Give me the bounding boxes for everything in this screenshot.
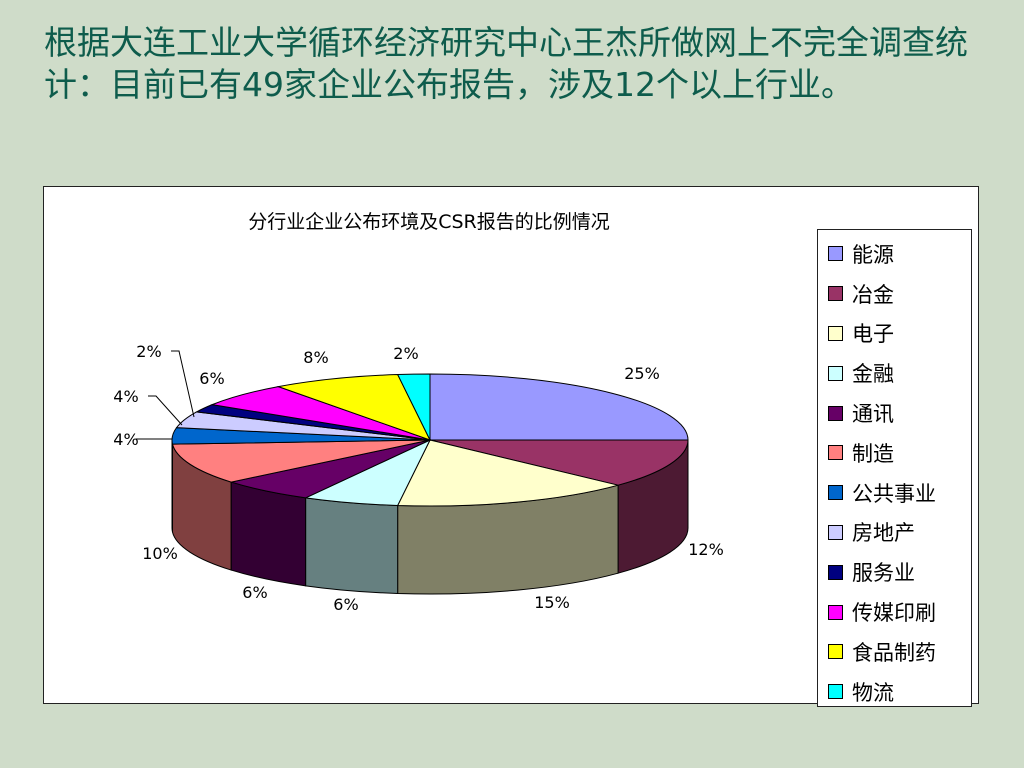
pie-slice-食品制药 bbox=[276, 374, 431, 441]
slide-heading: 根据大连工业大学循环经济研究中心王杰所做网上不完全调查统计：目前已有49家企业公… bbox=[44, 23, 968, 104]
legend-swatch bbox=[828, 325, 843, 341]
legend-swatch bbox=[828, 524, 843, 540]
pie-chart: 25% 12% 15% 6% 6% 10% 4% 4% 2% 6% 8% 2% bbox=[113, 342, 724, 614]
data-label-制造: 10% bbox=[142, 544, 178, 563]
chart-panel: 分行业企业公布环境及CSR报告的比例情况 25% 12% 15% 6% 6% 10% 4% 4… bbox=[43, 186, 979, 707]
pie-slice-物流 bbox=[396, 373, 431, 441]
legend-item: 服务业 bbox=[828, 552, 971, 592]
legend-swatch bbox=[828, 445, 843, 461]
data-label-通讯: 6% bbox=[242, 583, 267, 602]
data-label-食品制药: 8% bbox=[303, 348, 328, 367]
legend-item: 金融 bbox=[828, 353, 971, 393]
legend-swatch bbox=[828, 644, 843, 660]
legend-item: 物流 bbox=[828, 672, 971, 706]
leader-line bbox=[148, 395, 183, 426]
legend-item: 通讯 bbox=[828, 393, 971, 433]
legend-item: 食品制药 bbox=[828, 632, 971, 672]
legend-label: 能源 bbox=[852, 242, 894, 267]
chart-legend: 能源冶金电子金融通讯制造公共事业房地产服务业传媒印刷食品制药物流 bbox=[817, 229, 972, 707]
legend-label: 电子 bbox=[852, 322, 894, 347]
data-label-房地产: 4% bbox=[113, 387, 138, 406]
legend-item: 冶金 bbox=[828, 274, 971, 314]
legend-item: 房地产 bbox=[828, 513, 971, 553]
leader-line bbox=[171, 350, 195, 418]
pie-side-金融 bbox=[305, 497, 399, 594]
data-label-能源: 25% bbox=[624, 364, 660, 383]
legend-swatch bbox=[828, 405, 843, 421]
legend-item: 制造 bbox=[828, 433, 971, 473]
legend-swatch bbox=[828, 604, 843, 620]
pie-slice-能源 bbox=[429, 373, 689, 441]
legend-label: 制造 bbox=[852, 441, 894, 466]
chart-title: 分行业企业公布环境及CSR报告的比例情况 bbox=[248, 211, 610, 233]
pie-slice-冶金 bbox=[429, 439, 689, 486]
legend-swatch bbox=[828, 246, 843, 262]
legend-item: 电子 bbox=[828, 314, 971, 354]
legend-swatch bbox=[828, 564, 843, 580]
legend-label: 冶金 bbox=[852, 282, 894, 307]
data-label-传媒印刷: 6% bbox=[199, 369, 224, 388]
pie-side-通讯 bbox=[230, 481, 307, 587]
legend-label: 公共事业 bbox=[852, 481, 936, 506]
legend-label: 通讯 bbox=[852, 402, 894, 427]
legend-label: 房地产 bbox=[852, 521, 915, 546]
legend-swatch bbox=[828, 365, 843, 381]
data-label-电子: 15% bbox=[534, 593, 570, 612]
data-label-服务业: 2% bbox=[136, 342, 161, 361]
legend-swatch bbox=[828, 485, 843, 501]
pie-slice-制造 bbox=[171, 439, 431, 483]
data-label-冶金: 12% bbox=[688, 540, 724, 559]
legend-label: 物流 bbox=[852, 680, 894, 705]
legend-swatch bbox=[828, 286, 843, 302]
legend-item: 公共事业 bbox=[828, 473, 971, 513]
legend-label: 传媒印刷 bbox=[852, 601, 936, 626]
data-label-物流: 2% bbox=[393, 344, 418, 363]
pie-slice-电子 bbox=[396, 439, 619, 507]
legend-label: 金融 bbox=[852, 362, 894, 387]
legend-label: 食品制药 bbox=[852, 640, 936, 665]
data-label-金融: 6% bbox=[333, 595, 358, 614]
legend-label: 服务业 bbox=[852, 561, 915, 586]
legend-item: 传媒印刷 bbox=[828, 592, 971, 632]
legend-swatch bbox=[828, 684, 843, 700]
data-label-公共事业: 4% bbox=[113, 430, 138, 449]
legend-item: 能源 bbox=[828, 234, 971, 274]
